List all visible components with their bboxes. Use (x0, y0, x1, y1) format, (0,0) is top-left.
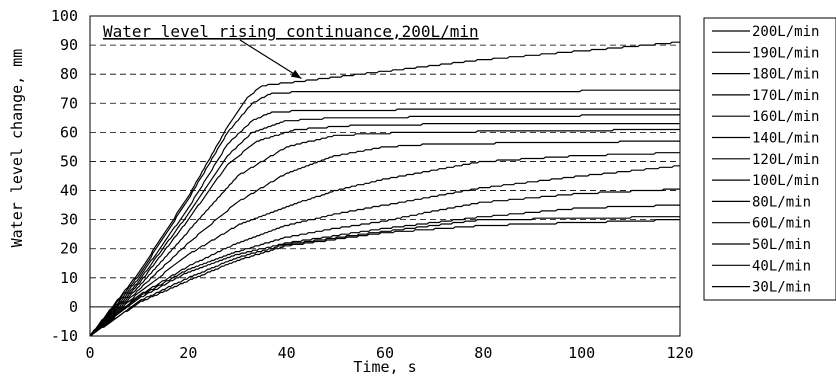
legend-item-label: 50L/min (752, 237, 811, 253)
series-line-140l-min (89, 128, 680, 337)
series-line-30l-min (89, 219, 680, 337)
legend-item-label: 160L/min (752, 109, 819, 125)
legend-item-label: 30L/min (752, 280, 811, 296)
series-line-180l-min (89, 108, 680, 337)
legend-item-label: 100L/min (752, 173, 819, 189)
legend-item-label: 140L/min (752, 131, 819, 147)
legend-item-label: 180L/min (752, 67, 819, 83)
annotation-arrow-head (290, 69, 302, 79)
y-tick-label: 10 (60, 269, 78, 287)
x-tick-label: 100 (568, 344, 595, 362)
y-tick-label: 30 (60, 211, 78, 229)
x-tick-label: 0 (85, 344, 94, 362)
plot-area (89, 15, 681, 337)
annotation-arrow-line (239, 39, 302, 80)
x-tick-label: 120 (666, 344, 693, 362)
y-tick-label: 0 (69, 298, 78, 316)
series-line-60l-min (89, 188, 680, 337)
series-line-160l-min (89, 122, 680, 337)
legend-item-label: 80L/min (752, 194, 811, 210)
y-tick-label: -10 (51, 327, 78, 345)
legend: 200L/min 190L/min 180L/min 170L/min 160L/min… (712, 24, 819, 296)
x-axis: 0 20 40 60 80 100 120 (85, 344, 693, 362)
annotation-text: Water level rising continuance,200L/min (103, 22, 479, 41)
gridlines (90, 44, 680, 308)
x-tick-label: 60 (376, 344, 394, 362)
x-tick-label: 80 (474, 344, 492, 362)
series-line-200l-min (89, 41, 680, 337)
y-tick-label: 60 (60, 123, 78, 141)
y-tick-label: 80 (60, 65, 78, 83)
x-axis-title: Time, s (353, 358, 416, 376)
legend-item-label: 200L/min (752, 24, 819, 40)
series-lines (89, 41, 680, 337)
y-axis: -10 0 10 20 30 40 50 60 70 80 90 100 (51, 7, 78, 345)
series-line-40l-min (89, 216, 680, 337)
y-tick-label: 100 (51, 7, 78, 25)
y-tick-label: 40 (60, 182, 78, 200)
y-axis-title: Water level change, mm (8, 49, 26, 248)
series-line-120l-min (89, 140, 680, 337)
legend-item-label: 120L/min (752, 152, 819, 168)
series-line-100l-min (89, 152, 680, 337)
series-line-170l-min (89, 114, 680, 337)
legend-item-label: 40L/min (752, 258, 811, 274)
series-line-80l-min (89, 165, 680, 337)
legend-item-label: 190L/min (752, 45, 819, 61)
y-tick-label: 50 (60, 152, 78, 170)
annotation-arrow (239, 39, 302, 80)
legend-item-label: 170L/min (752, 88, 819, 104)
series-line-50l-min (89, 204, 680, 337)
y-tick-label: 90 (60, 36, 78, 54)
x-tick-label: 20 (179, 344, 197, 362)
series-line-190l-min (89, 89, 680, 337)
x-tick-label: 40 (278, 344, 296, 362)
y-tick-label: 70 (60, 94, 78, 112)
legend-item-label: 60L/min (752, 216, 811, 232)
y-tick-label: 20 (60, 240, 78, 258)
